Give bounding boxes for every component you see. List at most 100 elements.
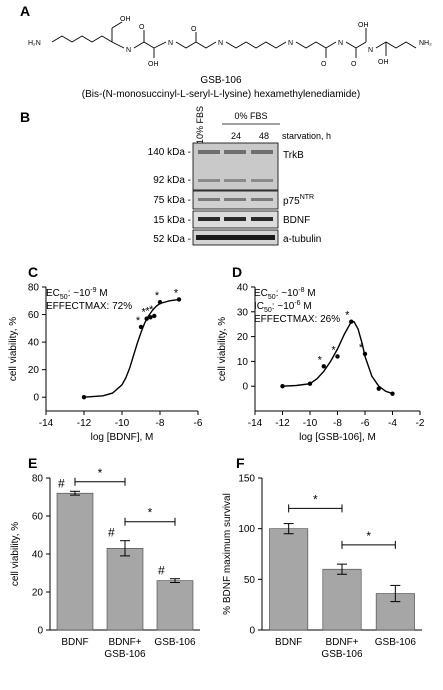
category-label: GSB-106 bbox=[154, 637, 196, 648]
atom-label-oh: OH bbox=[120, 16, 131, 23]
atom-label-oh: OH bbox=[358, 22, 369, 29]
y-tick-label: 80 bbox=[28, 283, 40, 294]
significance-star: * bbox=[318, 354, 323, 366]
data-point bbox=[335, 354, 340, 359]
significance-star: * bbox=[359, 342, 364, 354]
y-axis-label: cell viability, % bbox=[8, 317, 19, 381]
atom-labels: H₂N OH O N OH N O N N O N O OH N OH NH₂ bbox=[28, 16, 432, 68]
succinyl-right bbox=[295, 41, 337, 49]
y-tick-label: 10 bbox=[237, 357, 249, 368]
y-tick-label: 60 bbox=[28, 310, 40, 321]
y-tick-label: 40 bbox=[237, 283, 249, 294]
x-axis-label: log [GSB-106], M bbox=[299, 432, 376, 443]
band-label-tubulin: a-tubulin bbox=[283, 234, 321, 245]
significance-star: * bbox=[313, 492, 318, 506]
serine-backbone-right bbox=[345, 41, 367, 49]
significance-star: * bbox=[345, 310, 350, 322]
band bbox=[224, 150, 246, 154]
lysine-chain-right bbox=[375, 41, 417, 49]
atom-label-n: N bbox=[368, 47, 373, 54]
category-label: GSB-106 bbox=[375, 637, 417, 648]
data-point bbox=[307, 381, 313, 386]
y-tick-label: 40 bbox=[28, 338, 40, 349]
category-label: GSB-106 bbox=[104, 649, 146, 660]
atom-label-n: N bbox=[126, 47, 131, 54]
x-tick-label: -6 bbox=[194, 418, 203, 429]
panel-letter-e: E bbox=[28, 455, 37, 471]
atom-label-n: N bbox=[338, 40, 343, 47]
mw-marker-92: 92 kDa - bbox=[153, 175, 191, 186]
data-point bbox=[157, 299, 163, 305]
bar bbox=[156, 580, 194, 631]
band bbox=[224, 179, 246, 182]
band bbox=[251, 217, 273, 221]
data-point bbox=[81, 395, 87, 400]
chart-d: -14 -12 -10 -8 -6 -4 -2 0 10 20 30 40 log [GSB-106],… bbox=[217, 283, 425, 444]
data-point bbox=[280, 384, 285, 389]
bond bbox=[111, 41, 125, 49]
annotation-ec50: EC50: ~10-8 M bbox=[254, 287, 316, 301]
data-point bbox=[321, 364, 326, 369]
compound-description: (Bis-(N-monosuccinyl-L-seryl-L-lysine) h… bbox=[82, 89, 360, 100]
y-tick-label: 0 bbox=[249, 626, 255, 637]
atom-label-nh2: NH₂ bbox=[419, 40, 432, 47]
significance-star: * bbox=[142, 307, 147, 319]
significance-star: * bbox=[155, 290, 160, 302]
bar bbox=[56, 492, 94, 631]
x-tick-label: -4 bbox=[388, 418, 397, 429]
x-tick-label: -12 bbox=[77, 418, 92, 429]
western-blot: 10% FBS 0% FBS 24 48 starvation, h 140 k… bbox=[148, 106, 331, 246]
category-label: BDNF bbox=[61, 637, 88, 648]
x-tick-label: -10 bbox=[115, 418, 130, 429]
band bbox=[251, 198, 273, 201]
atom-label-oh: OH bbox=[148, 61, 159, 68]
y-tick-label: 50 bbox=[244, 575, 256, 586]
annotation-effectmax: EFFECTMAX: 26% bbox=[254, 314, 340, 325]
lane-header-starvation: starvation, h bbox=[282, 131, 331, 141]
panel-letter-c: C bbox=[28, 264, 38, 280]
atom-label-o: O bbox=[321, 61, 327, 68]
atom-label-n: N bbox=[218, 40, 223, 47]
x-tick-label: -8 bbox=[333, 418, 342, 429]
lane-header-10fbs: 10% FBS bbox=[195, 106, 205, 144]
lane-header-48h: 48 bbox=[259, 131, 269, 141]
category-label: BDNF+ bbox=[108, 637, 141, 648]
fit-curve bbox=[83, 298, 180, 398]
serine-backbone-left bbox=[133, 41, 155, 49]
y-tick-label: 0 bbox=[37, 626, 43, 637]
atom-label-oh: OH bbox=[378, 59, 389, 66]
mw-marker-140: 140 kDa - bbox=[148, 147, 191, 158]
x-tick-label: -12 bbox=[275, 418, 290, 429]
atom-label-o: O bbox=[191, 26, 197, 33]
chemical-structure bbox=[51, 21, 417, 58]
x-tick-label: -14 bbox=[39, 418, 54, 429]
x-tick-label: -8 bbox=[156, 418, 165, 429]
significance-star: * bbox=[174, 287, 179, 299]
significance-star: * bbox=[98, 466, 103, 480]
bar bbox=[322, 568, 362, 631]
y-tick-label: 100 bbox=[238, 524, 255, 535]
significance-star: * bbox=[145, 305, 150, 317]
y-tick-label: 0 bbox=[33, 393, 39, 404]
hexamethylene bbox=[225, 41, 287, 49]
significance-star: * bbox=[149, 304, 154, 316]
bond bbox=[153, 41, 167, 49]
y-tick-label: 30 bbox=[237, 307, 249, 318]
mw-marker-52: 52 kDa - bbox=[153, 234, 191, 245]
bond bbox=[111, 21, 123, 29]
chart-c: -14 -12 -10 -8 -6 0 20 40 60 80 log [BDNF], M cell … bbox=[8, 283, 203, 444]
atom-label-o: O bbox=[139, 24, 145, 31]
y-axis-label: cell viability, % bbox=[217, 317, 228, 381]
lane-header-24h: 24 bbox=[231, 131, 241, 141]
significance-star: * bbox=[136, 315, 141, 327]
band-label-bdnf: BDNF bbox=[283, 215, 310, 226]
chart-f: 0 50 100 150 % BDNF maximum survival BDNF BDNF… bbox=[222, 474, 422, 660]
bar-mark: # bbox=[58, 476, 65, 490]
panel-letter-d: D bbox=[232, 264, 242, 280]
y-tick-label: 20 bbox=[32, 588, 44, 599]
band bbox=[198, 179, 220, 182]
data-point bbox=[148, 315, 153, 320]
y-tick-label: 150 bbox=[238, 474, 255, 485]
